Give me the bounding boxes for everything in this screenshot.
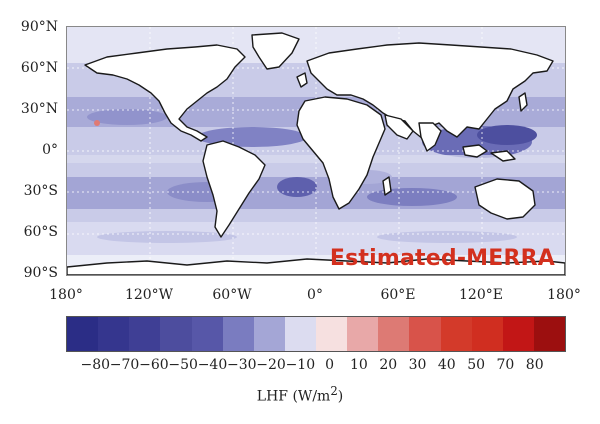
colorbar-swatch	[129, 317, 161, 351]
colorbar-tick-label: 20	[379, 357, 398, 373]
colorbar-tick-label: −40	[197, 357, 228, 373]
colorbar-tick-label: 10	[350, 357, 368, 373]
colorbar-tick-label: 0	[325, 357, 335, 373]
colorbar-swatch	[316, 317, 348, 351]
colorbar-tick-label: −50	[168, 357, 198, 373]
lat-label: 30°S	[23, 183, 58, 199]
lon-label: 0°	[307, 287, 323, 303]
colorbar-swatch	[502, 317, 534, 351]
colorbar-tick-label: −60	[139, 357, 169, 373]
lat-label: 30°N	[20, 101, 58, 117]
colorbar-label: LHF (W/m2)	[0, 384, 600, 405]
lat-label: 60°N	[20, 60, 58, 76]
colorbar-swatch	[253, 317, 285, 351]
colorbar-label-superscript: 2	[330, 384, 338, 398]
lon-label: 60°W	[212, 287, 252, 303]
world-map: Estimated-MERRA	[66, 26, 566, 276]
colorbar-tick-label: 40	[437, 357, 456, 373]
colorbar-tick-label: 80	[525, 357, 544, 373]
lon-label: 180°	[547, 287, 581, 303]
lat-label: 0°	[42, 142, 58, 158]
colorbar-swatch	[98, 317, 130, 351]
colorbar-swatch	[409, 317, 441, 351]
colorbar-tick-label: −10	[285, 357, 316, 373]
colorbar-ticks: −80 −70 −60 −50 −40 −30 −20 −10 0 10 20 30 40 50 70 80	[66, 358, 564, 376]
colorbar-swatch	[222, 317, 254, 351]
colorbar-label-text: LHF (W/m	[256, 388, 331, 405]
lat-label: 90°S	[23, 265, 58, 281]
colorbar-swatch	[284, 317, 316, 351]
colorbar-tick-label: 50	[467, 357, 486, 373]
colorbar-swatch	[440, 317, 472, 351]
colorbar-tick-label: −70	[109, 357, 140, 373]
lat-label: 60°S	[23, 224, 58, 240]
colorbar-swatch	[378, 317, 410, 351]
lon-label: 180°	[49, 287, 83, 303]
colorbar-tick-label: 30	[408, 357, 427, 373]
colorbar-label-close: )	[337, 388, 344, 405]
colorbar-tick-label: −30	[226, 357, 257, 373]
lon-label: 120°W	[124, 287, 174, 303]
colorbar-swatch	[191, 317, 223, 351]
colorbar	[66, 316, 566, 352]
colorbar-swatch	[67, 317, 99, 351]
lon-label: 60°E	[380, 287, 416, 303]
colorbar-swatch	[347, 317, 379, 351]
colorbar-tick-label: −80	[80, 357, 111, 373]
colorbar-swatch	[160, 317, 192, 351]
map-title: Estimated-MERRA	[329, 246, 555, 271]
lhf-map-graphic	[67, 27, 565, 275]
colorbar-tick-label: 70	[496, 357, 515, 373]
colorbar-swatch	[471, 317, 503, 351]
colorbar-tick-label: −20	[256, 357, 286, 373]
colorbar-swatch	[533, 317, 565, 351]
lon-label: 120°E	[459, 287, 503, 303]
lat-label: 90°N	[20, 19, 58, 35]
